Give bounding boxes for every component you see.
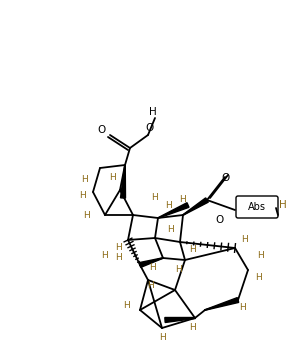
Text: O: O — [146, 123, 154, 133]
Text: H: H — [240, 304, 246, 312]
Text: H: H — [159, 333, 165, 343]
Text: H: H — [147, 280, 153, 289]
Polygon shape — [165, 317, 195, 322]
Text: H: H — [109, 174, 115, 182]
Polygon shape — [139, 258, 163, 267]
Text: H: H — [167, 225, 173, 235]
Text: H: H — [115, 244, 121, 252]
Text: H: H — [180, 196, 186, 204]
Text: O: O — [221, 173, 229, 183]
Text: H: H — [84, 211, 90, 219]
FancyBboxPatch shape — [236, 196, 278, 218]
Polygon shape — [120, 165, 126, 198]
Text: H: H — [82, 175, 89, 185]
Text: H: H — [242, 235, 248, 245]
Text: H: H — [175, 266, 181, 274]
Text: H: H — [124, 300, 130, 310]
Text: O: O — [98, 125, 106, 135]
Text: H: H — [102, 251, 108, 260]
Text: Abs: Abs — [248, 202, 266, 212]
Polygon shape — [183, 198, 208, 215]
Text: H: H — [149, 107, 157, 117]
Text: H: H — [255, 273, 261, 283]
Text: H: H — [152, 192, 158, 202]
Text: H: H — [279, 200, 287, 210]
Polygon shape — [205, 297, 239, 310]
Text: H: H — [165, 201, 171, 209]
Text: H: H — [189, 246, 195, 255]
Text: H: H — [189, 323, 195, 333]
Text: H: H — [149, 263, 156, 273]
Text: H: H — [115, 253, 121, 262]
Text: H: H — [257, 251, 263, 260]
Text: H: H — [80, 191, 86, 200]
Polygon shape — [158, 203, 189, 218]
Text: O: O — [216, 215, 224, 225]
